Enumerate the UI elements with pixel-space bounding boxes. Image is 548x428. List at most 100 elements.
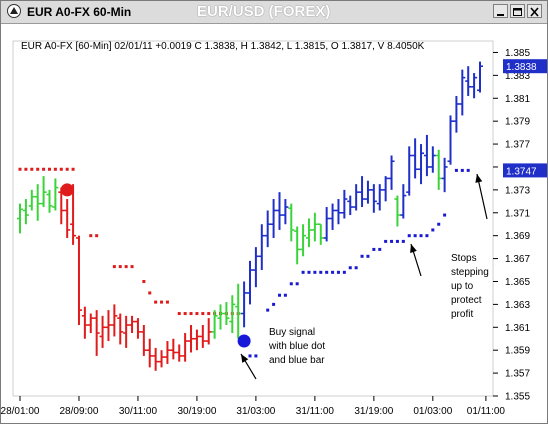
buy-signal-note: with blue dot [268, 341, 325, 352]
price-tick-label: 1.365 [505, 277, 530, 288]
stop-dot [425, 234, 429, 238]
stop-dot [89, 234, 93, 238]
ohlc-bar [447, 115, 454, 165]
buy-signal-dot [237, 334, 251, 348]
ohlc-bar [370, 184, 377, 213]
ohlc-bar [418, 144, 425, 185]
ohlc-bar [382, 176, 389, 202]
stops-note: protect [451, 295, 482, 306]
time-tick-label: 28/09:00 [60, 406, 99, 417]
ohlc-bar [252, 247, 259, 288]
price-axis: 1.3851.3831.3811.3791.3771.3751.3731.371… [493, 48, 547, 403]
price-tag-label: 1.3747 [506, 166, 537, 177]
ohlc-bar [364, 180, 371, 204]
close-button[interactable] [527, 4, 542, 18]
stop-dot [289, 282, 293, 286]
stop-dot [42, 167, 46, 171]
arrow-head [475, 174, 483, 183]
plot-area[interactable]: EUR A0-FX [60-Min] 02/01/11 +0.0019 C 1.… [1, 24, 547, 423]
ohlc-bar [347, 195, 354, 216]
price-tick-label: 1.385 [505, 48, 530, 59]
stop-dot [248, 354, 252, 358]
arrow-head [241, 354, 249, 363]
stop-dot [272, 302, 276, 306]
price-chart[interactable]: EUR A0-FX [60-Min] 02/01/11 +0.0019 C 1.… [1, 24, 547, 423]
ohlc-bar [64, 199, 71, 238]
ohlc-bar [294, 226, 301, 265]
price-tick-label: 1.359 [505, 346, 530, 357]
ohlc-bar [205, 318, 212, 345]
ohlc-bar [93, 310, 100, 356]
minimize-button[interactable] [493, 4, 508, 18]
ohlc-bar [70, 184, 77, 245]
ohlc-bar [123, 315, 130, 348]
stop-dot [325, 270, 329, 274]
stop-dot [47, 167, 51, 171]
stop-dot [390, 239, 394, 243]
ohlc-bar [28, 189, 35, 211]
time-tick-label: 31/19:00 [354, 406, 393, 417]
stop-dot [142, 279, 146, 283]
stop-dot [195, 312, 199, 316]
stop-dot [413, 234, 417, 238]
stop-dot [18, 167, 22, 171]
ohlc-bar [258, 224, 265, 271]
stop-dot [266, 308, 270, 312]
stop-dot [130, 265, 134, 269]
price-tag-box [503, 59, 547, 74]
grid-lines [12, 40, 494, 397]
price-tick-label: 1.377 [505, 140, 530, 151]
price-bars [17, 61, 483, 371]
stop-dot [354, 266, 358, 270]
ohlc-bar [111, 304, 118, 337]
ohlc-bar [152, 347, 159, 371]
price-tick-label: 1.355 [505, 392, 530, 403]
ohlc-bar [247, 260, 253, 305]
stops-note: Stops [451, 253, 477, 264]
price-tag-box [503, 163, 547, 178]
stop-dot [319, 270, 323, 274]
buy-arrow [240, 353, 257, 380]
ohlc-bar [477, 61, 483, 93]
ohlc-bar [158, 350, 165, 368]
ohlc-bar [323, 207, 330, 242]
ohlc-bar [229, 295, 236, 334]
stop-dot [30, 167, 34, 171]
ohlc-bar [81, 306, 88, 339]
maximize-icon [513, 8, 522, 16]
ohlc-bar [223, 302, 230, 325]
time-tick-label: 31/11:00 [296, 406, 335, 417]
ohlc-bar [117, 313, 124, 345]
stop-dot [112, 265, 116, 269]
close-icon [530, 7, 539, 17]
stop-dot [201, 312, 205, 316]
title-bar[interactable]: EUR A0-FX 60-Min EUR/USD (FOREX) [1, 1, 547, 24]
ohlc-bar [300, 224, 307, 257]
stop-dot [395, 239, 399, 243]
ohlc-bar [471, 73, 478, 99]
chart-title: EUR/USD (FOREX) [197, 3, 331, 20]
stop-dot [36, 167, 40, 171]
stop-dot [342, 270, 346, 274]
stop-dot [460, 168, 464, 172]
stop-dot [189, 312, 193, 316]
price-tick-label: 1.379 [505, 117, 530, 128]
stop-dot [401, 239, 405, 243]
stop-dot [313, 270, 317, 274]
stop-dot [207, 312, 211, 316]
buy-signal-note: Buy signal [269, 327, 315, 338]
ohlc-bar [423, 134, 430, 177]
price-tick-label: 1.367 [505, 254, 530, 265]
time-tick-label: 31/03:00 [236, 406, 275, 417]
stop-dot [336, 270, 340, 274]
ohlc-bar [282, 199, 289, 225]
chart-app-icon [7, 4, 21, 18]
maximize-button[interactable] [510, 4, 525, 18]
arrow-head [410, 244, 417, 253]
price-tick-label: 1.363 [505, 300, 530, 311]
ohlc-bar [176, 344, 183, 362]
buy-signal-note: and blue bar [269, 355, 325, 366]
price-tick-label: 1.373 [505, 185, 530, 196]
price-info-header: EUR A0-FX [60-Min] 02/01/11 +0.0019 C 1.… [21, 41, 425, 52]
stop-dot [443, 213, 447, 217]
